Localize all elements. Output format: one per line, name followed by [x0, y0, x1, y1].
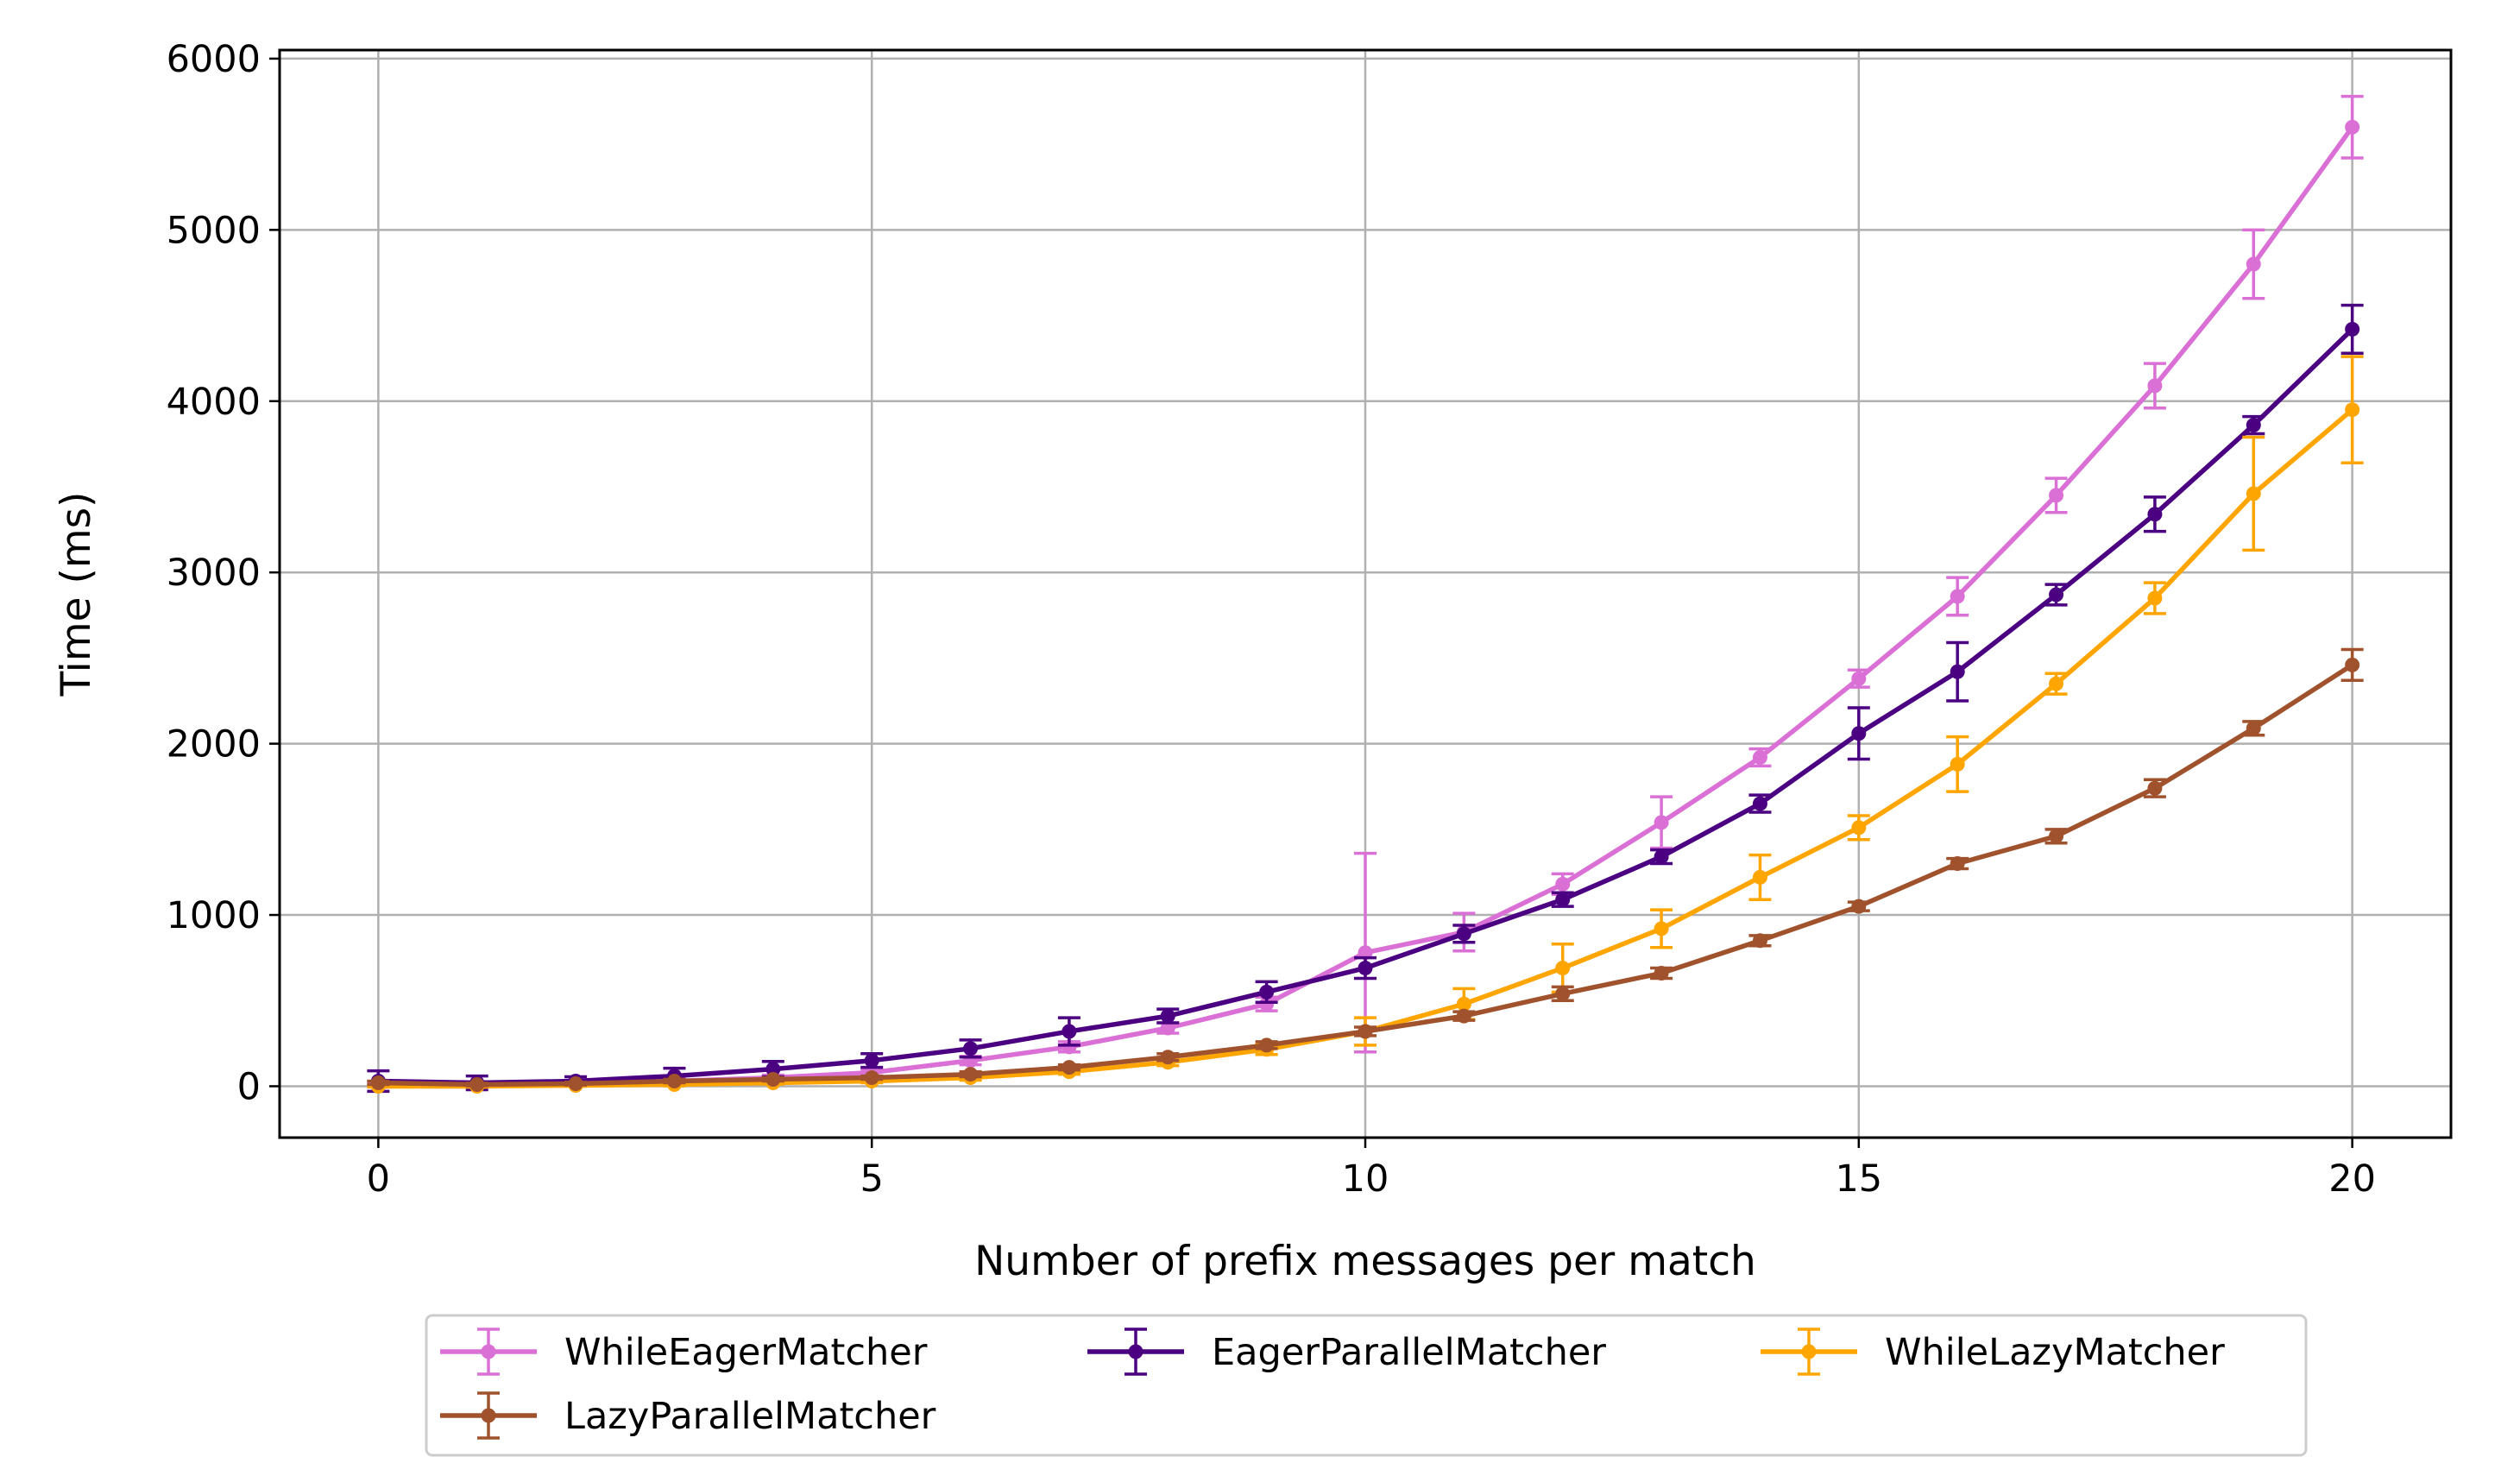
- data-point: [1555, 892, 1571, 907]
- data-point: [2147, 780, 2163, 796]
- data-point: [1950, 856, 1965, 872]
- data-point: [1456, 1008, 1471, 1024]
- data-point: [1358, 961, 1373, 976]
- data-point: [2246, 256, 2261, 272]
- data-point: [1555, 961, 1571, 976]
- data-point: [765, 1062, 781, 1077]
- x-tick-label: 10: [1342, 1157, 1389, 1201]
- data-point: [1259, 984, 1275, 1000]
- data-point: [1654, 815, 1669, 830]
- data-point: [1160, 1008, 1175, 1024]
- data-point: [1259, 1037, 1275, 1053]
- y-tick-label: 5000: [167, 209, 261, 252]
- data-point: [1950, 664, 1965, 679]
- series-LazyParallelMatcher: [367, 647, 2364, 1092]
- legend-item-EagerParallelMatcher: EagerParallelMatcher: [1087, 1327, 1606, 1376]
- data-point: [1259, 996, 1275, 1012]
- legend-label: WhileEagerMatcher: [564, 1331, 928, 1374]
- data-point: [2345, 321, 2360, 337]
- y-tick-label: 3000: [167, 552, 261, 595]
- data-point: [1456, 926, 1471, 942]
- data-point: [1062, 1060, 1077, 1075]
- data-point: [2246, 486, 2261, 501]
- data-point: [2049, 829, 2064, 844]
- data-point: [1950, 756, 1965, 772]
- legend-label: WhileLazyMatcher: [1885, 1331, 2225, 1374]
- data-point: [864, 1053, 879, 1069]
- data-point: [469, 1076, 485, 1092]
- legend-item-WhileLazyMatcher: WhileLazyMatcher: [1761, 1327, 2225, 1376]
- data-point: [2345, 119, 2360, 135]
- legend-marker: [481, 1408, 496, 1423]
- data-point: [1654, 921, 1669, 936]
- data-point: [1358, 1024, 1373, 1039]
- data-point: [864, 1070, 879, 1086]
- data-point: [963, 1067, 979, 1082]
- y-tick-label: 4000: [167, 381, 261, 424]
- data-point: [1160, 1050, 1175, 1065]
- data-point: [2246, 418, 2261, 433]
- data-point: [1555, 876, 1571, 892]
- data-point: [370, 1075, 386, 1091]
- data-point: [1851, 820, 1867, 836]
- data-point: [2147, 378, 2163, 394]
- y-tick-label: 0: [237, 1065, 261, 1108]
- data-point: [1851, 899, 1867, 914]
- x-axis-label: Number of prefix messages per match: [974, 1238, 1756, 1285]
- data-point: [1752, 749, 1767, 765]
- legend-marker: [481, 1344, 496, 1359]
- x-tick-label: 0: [367, 1157, 390, 1201]
- data-point: [963, 1041, 979, 1056]
- legend-label: LazyParallelMatcher: [564, 1395, 936, 1438]
- data-point: [1555, 986, 1571, 1001]
- data-point: [2049, 676, 2064, 691]
- legend: WhileEagerMatcher LazyParallelMatcher Eage…: [425, 1314, 2308, 1457]
- data-point: [1950, 589, 1965, 604]
- legend-item-WhileEagerMatcher: WhileEagerMatcher: [440, 1327, 928, 1376]
- data-point: [765, 1072, 781, 1088]
- data-point: [1851, 726, 1867, 741]
- data-point: [2049, 587, 2064, 602]
- data-point: [1654, 966, 1669, 981]
- legend-label: EagerParallelMatcher: [1212, 1331, 1606, 1374]
- y-axis-label: Time (ms): [53, 492, 100, 697]
- y-tick-label: 1000: [167, 894, 261, 937]
- x-tick-label: 5: [860, 1157, 884, 1201]
- data-point: [2345, 657, 2360, 672]
- x-tick-label: 20: [2328, 1157, 2376, 1201]
- x-tick-label: 15: [1835, 1157, 1882, 1201]
- series-layer: [367, 94, 2364, 1094]
- data-point: [1752, 796, 1767, 811]
- legend-item-LazyParallelMatcher: LazyParallelMatcher: [440, 1391, 936, 1440]
- data-point: [2345, 402, 2360, 418]
- data-point: [2147, 590, 2163, 606]
- y-tick-label: 2000: [167, 723, 261, 766]
- legend-marker: [1801, 1344, 1817, 1359]
- data-point: [1752, 869, 1767, 885]
- data-point: [2147, 507, 2163, 522]
- tick-layer: 0 5 10 15 20 0 1000 2000 3000 4000 5000 6000: [167, 38, 2376, 1201]
- data-point: [1752, 933, 1767, 949]
- data-point: [1851, 671, 1867, 686]
- data-point: [1062, 1024, 1077, 1039]
- legend-marker: [1128, 1344, 1143, 1359]
- data-point: [666, 1074, 682, 1089]
- data-point: [568, 1075, 583, 1091]
- data-point: [1456, 996, 1471, 1012]
- data-point: [1062, 1039, 1077, 1055]
- y-tick-label: 6000: [167, 38, 261, 81]
- data-point: [1654, 849, 1669, 865]
- data-point: [2246, 721, 2261, 736]
- data-point: [2049, 488, 2064, 503]
